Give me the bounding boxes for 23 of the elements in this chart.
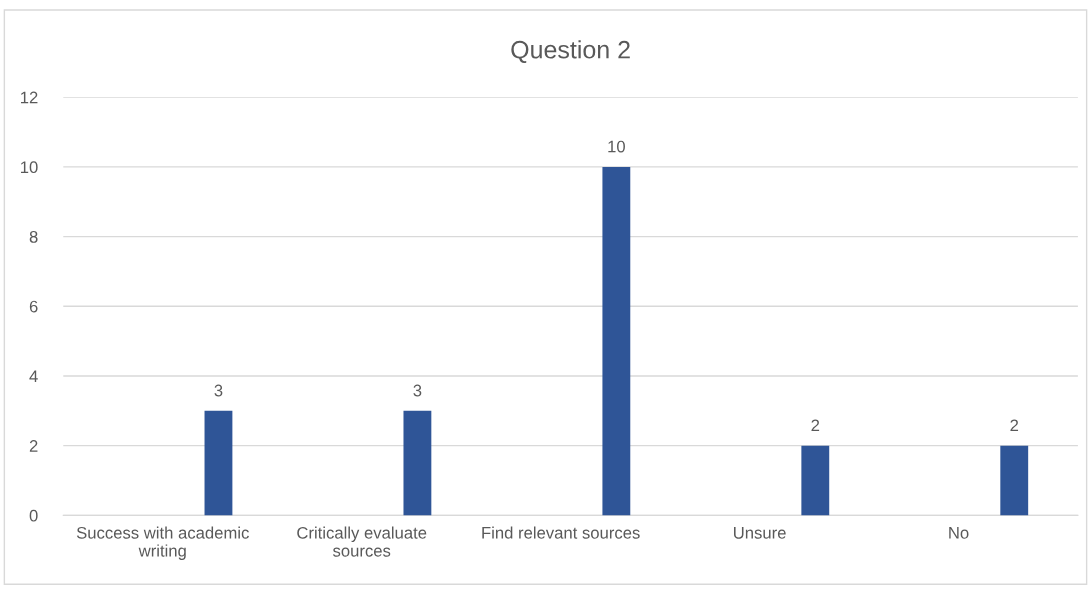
x-tick-label: No [949,527,969,539]
bar [1000,445,1029,516]
data-label: 10 [608,140,625,153]
chart-title: Question 2 [511,40,630,64]
y-tick-label: 10 [21,161,38,174]
bar [403,410,432,516]
x-tick-label: Success with academic writing [76,526,249,560]
y-tick-label: 12 [21,91,38,104]
x-tick-label: Unsure [734,527,786,539]
x-tick-label: Critically evaluate sources [297,526,427,557]
y-tick-label: 6 [29,300,38,313]
bar [204,410,233,516]
bar [801,445,830,516]
data-label: 3 [413,384,422,397]
y-tick-label: 2 [29,440,38,452]
y-tick-label: 4 [29,370,38,383]
data-label: 3 [214,384,223,397]
data-label: 2 [811,419,820,432]
data-label: 2 [1010,419,1019,432]
y-tick-label: 0 [29,509,38,522]
bar [602,166,631,516]
x-tick-label: Find relevant sources [482,526,640,539]
y-tick-label: 8 [29,230,38,243]
